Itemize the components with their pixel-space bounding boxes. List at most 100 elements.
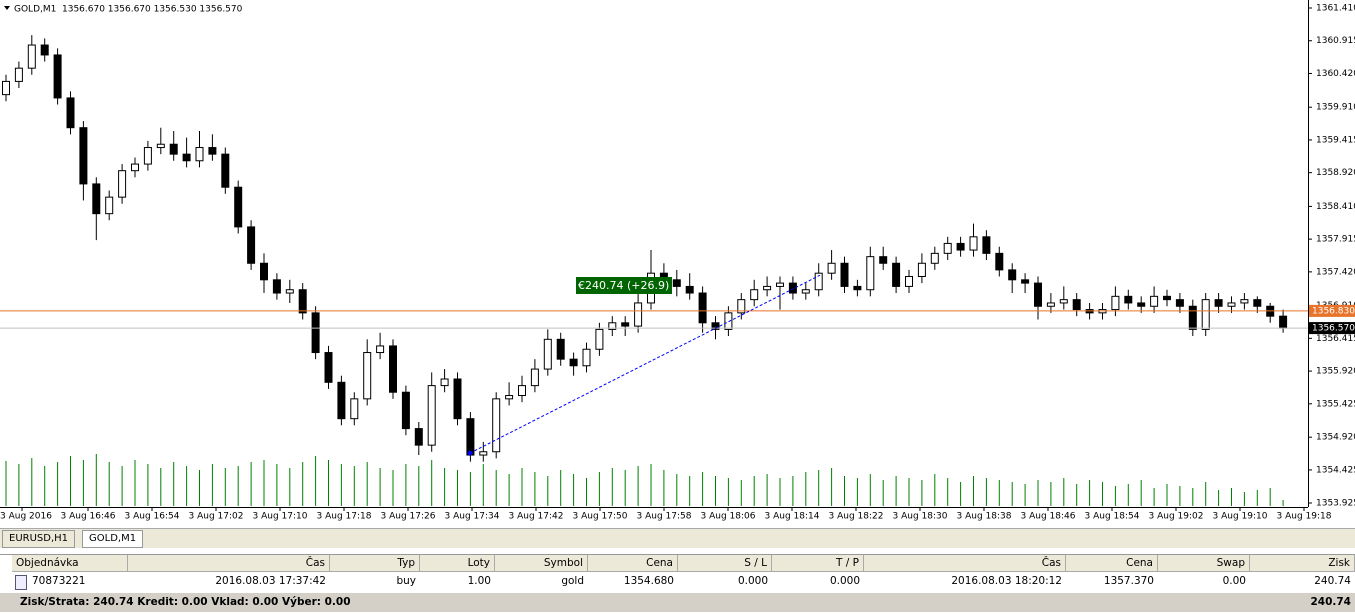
candle-body <box>1227 302 1236 307</box>
column-header[interactable]: Cena <box>588 555 678 572</box>
candle-body <box>234 186 243 228</box>
column-header[interactable]: Čas <box>128 555 330 572</box>
chart-tab[interactable]: EURUSD,H1 <box>2 530 76 548</box>
candle-body <box>1034 282 1042 307</box>
candle-body <box>505 395 514 400</box>
candle-body <box>621 322 630 327</box>
candle-body <box>685 285 694 294</box>
trade-annotation: €240.74 (+26.9) <box>578 279 669 292</box>
candle-body <box>221 153 230 188</box>
candle-body <box>66 97 75 129</box>
candle-body <box>853 285 862 291</box>
column-header[interactable]: Typ <box>330 555 420 572</box>
x-tick-label: 3 Aug 16:54 <box>125 512 180 522</box>
candle-body <box>466 418 475 456</box>
y-tick-label: 1357.915 <box>1316 235 1355 245</box>
candle-body <box>1008 269 1017 281</box>
column-header[interactable]: Objednávka <box>12 555 128 572</box>
y-tick-label: 1361.410 <box>1316 4 1355 14</box>
x-tick-label: 3 Aug 17:42 <box>509 512 564 522</box>
column-header[interactable]: Loty <box>420 555 495 572</box>
table-cell: 2016.08.03 17:37:42 <box>215 575 326 587</box>
candle-body <box>530 368 539 387</box>
table-cell: 0.000 <box>737 575 768 587</box>
candle-body <box>608 322 617 330</box>
table-cell: 240.74 <box>1314 575 1351 587</box>
trade-line <box>469 274 821 454</box>
candle-body <box>479 451 488 456</box>
candle-body <box>453 378 462 420</box>
x-tick-label: 3 Aug 17:34 <box>445 512 500 522</box>
candle-body <box>376 345 385 354</box>
candle-body <box>79 127 88 185</box>
candle-body <box>247 226 256 264</box>
candle-body <box>814 272 823 291</box>
candle-body <box>40 44 49 56</box>
account-summary: Zisk/Strata: 240.74 Kredit: 0.00 Vklad: … <box>20 596 351 608</box>
candle-body <box>1111 295 1120 311</box>
y-tick-label: 1358.920 <box>1316 168 1355 178</box>
candle-body <box>311 312 320 354</box>
table-cell: 1.00 <box>467 575 491 587</box>
candle-body <box>1163 295 1171 301</box>
trade-arrow <box>467 450 473 457</box>
y-tick-label: 1359.415 <box>1316 135 1355 145</box>
candle-body <box>840 262 849 287</box>
x-tick-label: 3 Aug 2016 <box>0 512 52 522</box>
candle-body <box>711 322 720 330</box>
candle-body <box>866 256 875 291</box>
x-tick-label: 3 Aug 17:58 <box>637 512 692 522</box>
x-tick-label: 3 Aug 19:18 <box>1277 512 1332 522</box>
candle-body <box>53 54 62 99</box>
y-tick-label: 1356.415 <box>1316 334 1355 344</box>
candle-body <box>776 282 784 287</box>
annotation-box <box>576 277 672 294</box>
y-tick-label: 1354.920 <box>1316 433 1355 443</box>
candle-body <box>131 163 139 172</box>
candle-body <box>195 147 204 162</box>
candle-body <box>105 196 114 215</box>
candle-body <box>182 153 191 162</box>
candle-body <box>737 299 746 314</box>
candle-body <box>92 183 101 215</box>
table-cell: gold <box>561 575 584 587</box>
x-tick-label: 3 Aug 18:54 <box>1085 512 1140 522</box>
price-label-box <box>1309 322 1355 335</box>
menu-arrow[interactable] <box>4 6 10 10</box>
column-header[interactable]: Swap <box>1158 555 1250 572</box>
candle-body <box>285 289 294 294</box>
table-cell: 1354.680 <box>623 575 674 587</box>
candle-body <box>14 67 23 82</box>
candle-body <box>1175 299 1184 307</box>
candle-body <box>401 391 410 430</box>
candle-body <box>750 289 759 301</box>
candle-body <box>892 262 901 287</box>
price-label-box <box>1309 304 1355 317</box>
column-header[interactable]: S / L <box>678 555 772 572</box>
column-header[interactable]: Cena <box>1066 555 1158 572</box>
y-tick-label: 1354.425 <box>1316 465 1355 475</box>
x-tick-label: 3 Aug 19:10 <box>1213 512 1268 522</box>
chart-tab[interactable]: GOLD,M1 <box>82 530 144 548</box>
column-header[interactable]: Zisk <box>1250 555 1355 572</box>
candle-body <box>827 262 836 274</box>
candle-body <box>1059 299 1068 304</box>
candle-body <box>1253 299 1262 307</box>
candle-body <box>595 328 604 350</box>
price-label: 1356.830 <box>1312 306 1355 316</box>
tab-bar: EURUSD,H1 GOLD,M1 <box>0 528 1355 548</box>
candle-body <box>143 147 152 165</box>
column-header[interactable]: Čas <box>864 555 1066 572</box>
candle-body <box>1137 302 1146 307</box>
y-tick-label: 1353.925 <box>1316 499 1355 509</box>
account-total: 240.74 <box>1310 596 1351 608</box>
candle-body <box>298 289 307 314</box>
column-header[interactable]: Symbol <box>495 555 588 572</box>
column-header[interactable]: T / P <box>772 555 864 572</box>
candle-body <box>698 292 707 324</box>
table-cell: buy <box>396 575 416 587</box>
candle-body <box>1240 299 1249 304</box>
candle-body <box>1021 279 1030 284</box>
x-tick-label: 3 Aug 17:26 <box>381 512 436 522</box>
